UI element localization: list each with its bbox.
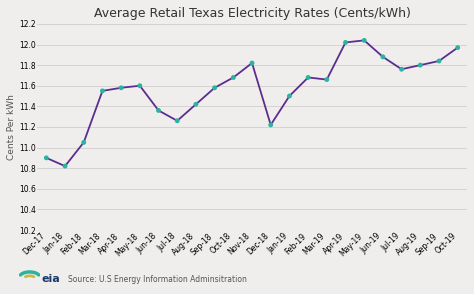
- Point: [248, 61, 256, 65]
- Point: [286, 94, 293, 98]
- Point: [229, 75, 237, 80]
- Point: [80, 140, 88, 145]
- Point: [61, 164, 69, 168]
- Point: [173, 118, 181, 123]
- Point: [323, 77, 330, 82]
- Point: [43, 156, 50, 160]
- Point: [211, 86, 219, 90]
- Point: [417, 63, 424, 67]
- Point: [192, 102, 200, 107]
- Point: [379, 54, 387, 59]
- Text: eia: eia: [42, 274, 61, 284]
- Point: [118, 86, 125, 90]
- Point: [435, 59, 443, 63]
- Point: [360, 38, 368, 43]
- Point: [398, 67, 405, 71]
- Point: [155, 108, 162, 113]
- Point: [342, 40, 349, 45]
- Point: [136, 83, 144, 88]
- Point: [99, 88, 106, 93]
- Y-axis label: Cents Per kWh: Cents Per kWh: [7, 94, 16, 160]
- Title: Average Retail Texas Electricity Rates (Cents/kWh): Average Retail Texas Electricity Rates (…: [93, 7, 410, 20]
- Point: [267, 123, 274, 127]
- Text: Source: U.S Energy Information Adminsitration: Source: U.S Energy Information Adminsitr…: [68, 275, 246, 284]
- Point: [304, 75, 312, 80]
- Point: [454, 45, 462, 50]
